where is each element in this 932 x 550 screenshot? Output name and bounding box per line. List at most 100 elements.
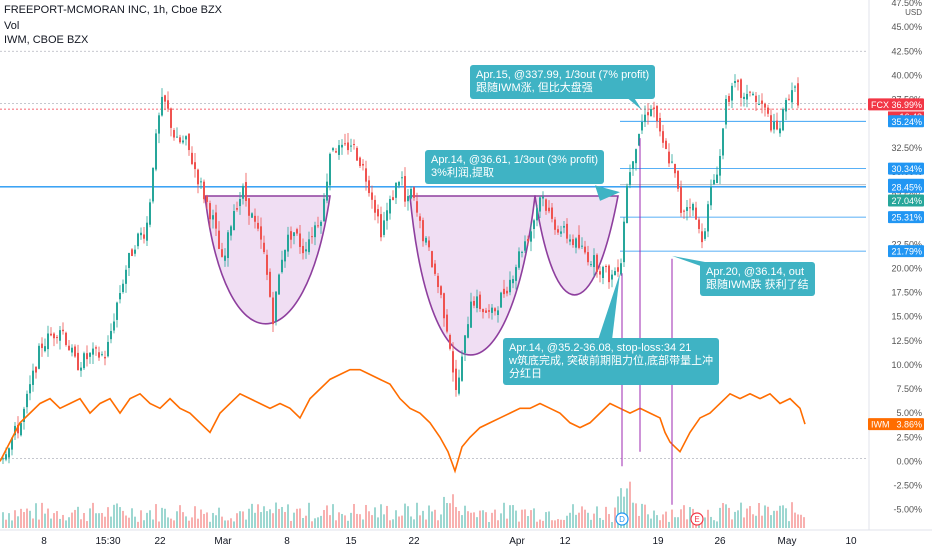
candle-body	[437, 275, 439, 288]
candle-body	[692, 204, 694, 211]
volume-bar	[290, 520, 292, 528]
candle-body	[539, 197, 541, 212]
annotation-apr14-entry[interactable]: Apr.14, @35.2-36.08, stop-loss:34 21 w筑底…	[503, 338, 720, 385]
volume-bar	[146, 512, 148, 528]
candle-body	[257, 222, 259, 229]
volume-bar	[590, 519, 592, 528]
volume-bar	[443, 496, 445, 528]
volume-bar	[506, 518, 508, 528]
volume-bar	[344, 515, 346, 528]
candle-body	[53, 333, 55, 339]
candle-body	[140, 232, 142, 236]
volume-bar	[350, 512, 352, 528]
volume-bar	[65, 520, 67, 528]
volume-bar	[710, 516, 712, 528]
candle-body	[455, 368, 457, 391]
volume-bar	[725, 504, 727, 528]
candle-body	[50, 333, 52, 336]
volume-bar	[41, 502, 43, 528]
candle-body	[281, 259, 283, 273]
volume-bar	[227, 520, 229, 528]
price-tag	[888, 211, 924, 224]
volume-bar	[500, 513, 502, 528]
volume-bar	[245, 519, 247, 528]
candle-body	[458, 377, 460, 394]
volume-bar	[578, 512, 580, 528]
candle-body	[200, 181, 202, 183]
annotation-line: Apr.15, @337.99, 1/3out (7% profit)	[476, 69, 650, 81]
candle-body	[422, 220, 424, 242]
volume-bar	[575, 514, 577, 528]
volume-bar	[704, 517, 706, 528]
annotation-apr15[interactable]: Apr.15, @337.99, 1/3out (7% profit) 跟随IW…	[470, 65, 656, 99]
price-tag-value: 35.24%	[891, 117, 922, 127]
volume-bar	[260, 512, 262, 528]
candle-body	[158, 115, 160, 134]
candle-body	[461, 356, 463, 381]
volume-bar	[719, 507, 721, 528]
volume-bar	[422, 510, 424, 528]
volume-bar	[728, 507, 730, 528]
candle-body	[344, 143, 346, 145]
annotation-apr20[interactable]: Apr.20, @36.14, out 跟随IWM跌 获利了结	[700, 262, 815, 296]
volume-bar	[746, 508, 748, 528]
x-tick-label: 10	[845, 536, 857, 547]
candle-body	[581, 245, 583, 247]
y-tick-label: 15.00%	[891, 312, 922, 322]
volume-bar	[752, 514, 754, 528]
volume-bar	[113, 504, 115, 528]
candle-body	[251, 213, 253, 218]
candle-body	[770, 115, 772, 131]
candle-body	[446, 314, 448, 332]
candle-body	[119, 293, 121, 300]
candle-body	[647, 112, 649, 116]
volume-bar	[449, 503, 451, 528]
candle-body	[239, 199, 241, 207]
price-tag-symbol: IWM	[871, 420, 890, 430]
volume-bar	[167, 517, 169, 528]
candle-body	[173, 130, 175, 138]
candle-body	[602, 266, 604, 278]
volume-bar	[800, 514, 802, 528]
candle-body	[683, 210, 685, 212]
candle-body	[764, 103, 766, 108]
volume-bar	[554, 520, 556, 528]
volume-bar	[656, 515, 658, 528]
candle-body	[182, 140, 184, 143]
candle-body	[209, 203, 211, 220]
volume-bar	[338, 512, 340, 528]
volume-bar	[641, 503, 643, 528]
candle-body	[293, 232, 295, 237]
volume-bar	[734, 511, 736, 528]
volume-bar	[497, 520, 499, 528]
candle-body	[164, 95, 166, 102]
candle-body	[176, 136, 178, 138]
annotation-apr14-partial[interactable]: Apr.14, @36.61, 1/3out (3% profit) 3%利润,…	[425, 150, 605, 184]
candle-body	[266, 254, 268, 275]
volume-bar	[788, 521, 790, 528]
candle-body	[134, 249, 136, 254]
candle-body	[347, 142, 349, 151]
candle-body	[518, 251, 520, 268]
candle-body	[605, 266, 607, 268]
candle-body	[41, 343, 43, 349]
volume-bar	[389, 520, 391, 528]
volume-bar	[740, 502, 742, 528]
candle-body	[407, 196, 409, 202]
volume-bar	[539, 519, 541, 528]
annotation-line: 跟随IWM跌 获利了结	[706, 279, 809, 291]
price-tag	[888, 180, 924, 193]
candle-body	[674, 164, 676, 174]
volume-bar	[743, 517, 745, 528]
candle-body	[350, 145, 352, 147]
volume-bar	[203, 513, 205, 528]
volume-bar	[593, 513, 595, 528]
volume-bar	[458, 510, 460, 528]
volume-bar	[605, 506, 607, 528]
volume-bar	[464, 505, 466, 528]
volume-bar	[665, 511, 667, 528]
candle-body	[221, 249, 223, 257]
candle-body	[572, 239, 574, 245]
volume-bar	[197, 518, 199, 528]
